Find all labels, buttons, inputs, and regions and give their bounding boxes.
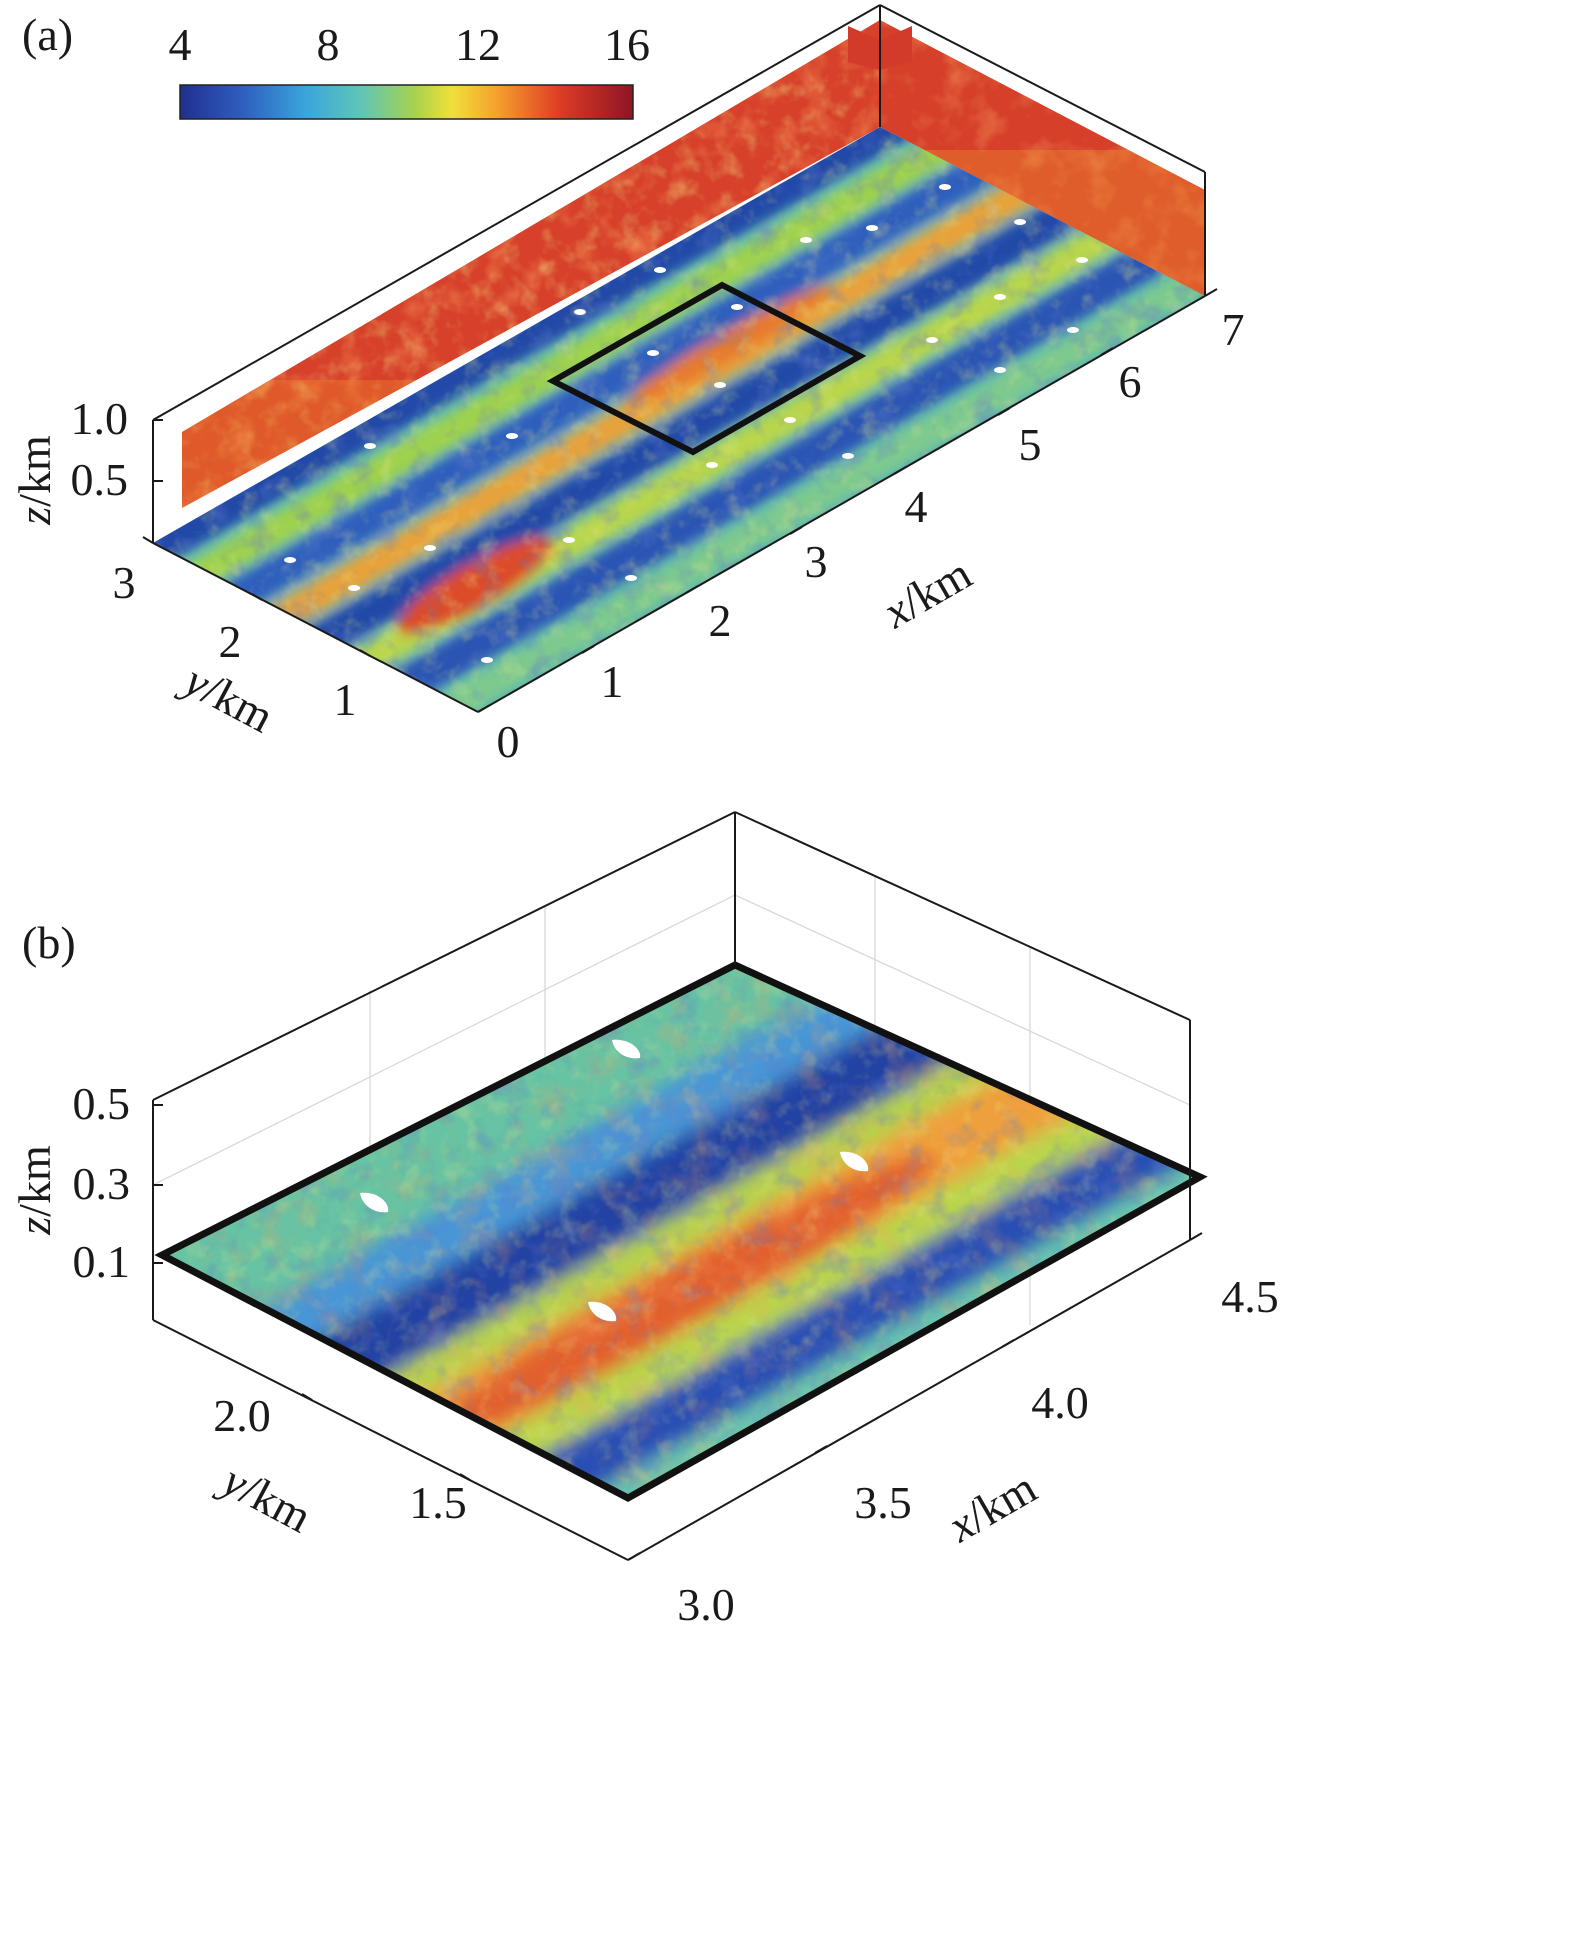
turbine-marker — [840, 1151, 869, 1172]
panel-a-label: (a) — [22, 9, 73, 60]
panel-a-x-tick-label: 1 — [601, 656, 624, 707]
turbine-marker — [994, 367, 1006, 373]
panel-a-z-ticks — [153, 419, 163, 482]
panel-b-y-tick-label: 2.0 — [213, 1390, 271, 1441]
panel-b-y-tick-label: 1.5 — [409, 1477, 467, 1528]
turbine-marker — [926, 337, 938, 343]
turbine-marker — [706, 462, 718, 468]
panel-a-z-tick-label: 0.5 — [71, 454, 129, 505]
turbine-marker — [784, 417, 796, 423]
panel-b-label: (b) — [22, 917, 76, 968]
panel-b-turbines — [360, 1039, 869, 1322]
panel-b-y-axis-title: y/km — [211, 1452, 320, 1542]
colorbar-tick-label: 12 — [455, 19, 501, 70]
turbine-marker — [939, 184, 951, 190]
panel-b-x-tick-label: 3.5 — [854, 1477, 912, 1528]
colorbar: 4 8 12 16 — [169, 19, 650, 120]
panel-b-x-axis-title: x/km — [939, 1461, 1045, 1552]
panel-a-y-tick-label: 1 — [334, 674, 357, 725]
panel-b-x-tick-label: 3.0 — [677, 1579, 735, 1630]
turbine-marker — [731, 304, 743, 310]
turbine-marker — [654, 267, 666, 273]
panel-a-y-tick-label: 2 — [219, 616, 242, 667]
panel-b-slice-outline — [154, 961, 1208, 1502]
colorbar-tick-label: 8 — [317, 19, 340, 70]
turbine-marker — [800, 237, 812, 243]
turbine-marker — [1067, 327, 1079, 333]
turbine-marker — [364, 443, 376, 449]
panel-a-x-tick-label: 0 — [497, 716, 520, 767]
axis-unit: /km — [9, 1145, 60, 1217]
panel-b-z-axis-title: z/km — [9, 1145, 60, 1236]
panel-a: (a) 4 8 12 16 — [9, 4, 1245, 767]
panel-b-x-tick-label: 4.5 — [1221, 1271, 1279, 1322]
panel-b-x-tick-label: 4.0 — [1031, 1377, 1089, 1428]
panel-a-x-axis-title: x/km — [874, 547, 980, 638]
panel-a-y-ticks — [142, 536, 371, 657]
turbine-marker — [612, 1039, 641, 1059]
panel-a-z-tick-label: 1.0 — [71, 393, 129, 444]
turbine-marker — [994, 294, 1006, 300]
panel-b: (b) — [9, 811, 1279, 1630]
panel-b-z-ticks — [153, 1104, 163, 1264]
turbine-marker — [866, 225, 878, 231]
turbine-marker — [360, 1192, 389, 1213]
panel-a-z-axis-title: z/km — [9, 435, 60, 526]
turbine-marker — [647, 350, 659, 356]
panel-a-turbines — [284, 184, 1088, 663]
axis-var: z — [9, 1217, 60, 1236]
colorbar-tick-label: 4 — [169, 19, 192, 70]
panel-a-x-ticks — [477, 288, 1218, 713]
panel-a-frame — [152, 4, 1206, 713]
turbine-marker — [1014, 219, 1026, 225]
panel-a-x-tick-label: 6 — [1119, 356, 1142, 407]
turbine-marker — [424, 545, 436, 551]
colorbar-tick-label: 16 — [604, 19, 650, 70]
panel-b-z-tick-label: 0.1 — [73, 1236, 131, 1287]
colorbar-bar — [179, 84, 634, 120]
panel-a-x-tick-label: 5 — [1019, 419, 1042, 470]
turbine-marker — [481, 657, 493, 663]
panel-a-x-tick-label: 2 — [709, 595, 732, 646]
turbine-marker — [842, 453, 854, 459]
turbine-marker — [588, 1301, 617, 1322]
panel-a-y-tick-label: 3 — [113, 557, 136, 608]
turbine-marker — [714, 382, 726, 388]
turbine-marker — [348, 585, 360, 591]
panel-a-x-tick-label: 3 — [805, 536, 828, 587]
panel-b-z-tick-label: 0.5 — [73, 1078, 131, 1129]
panel-b-x-ticks — [627, 1232, 1203, 1561]
axis-unit: /km — [9, 435, 60, 507]
turbine-marker — [506, 433, 518, 439]
turbine-marker — [625, 575, 637, 581]
turbine-marker — [284, 557, 296, 563]
panel-b-floor — [162, 965, 1200, 1498]
turbine-marker — [1076, 257, 1088, 263]
turbine-marker — [574, 309, 586, 315]
panel-a-zoom-box — [546, 281, 867, 456]
turbine-marker — [563, 537, 575, 543]
panel-b-frame — [152, 811, 1191, 1561]
panel-b-z-tick-label: 0.3 — [73, 1158, 131, 1209]
panel-a-x-tick-label: 4 — [905, 481, 928, 532]
axis-var: z — [9, 507, 60, 526]
panel-b-y-ticks — [301, 1393, 471, 1481]
panel-a-x-tick-label: 7 — [1222, 304, 1245, 355]
